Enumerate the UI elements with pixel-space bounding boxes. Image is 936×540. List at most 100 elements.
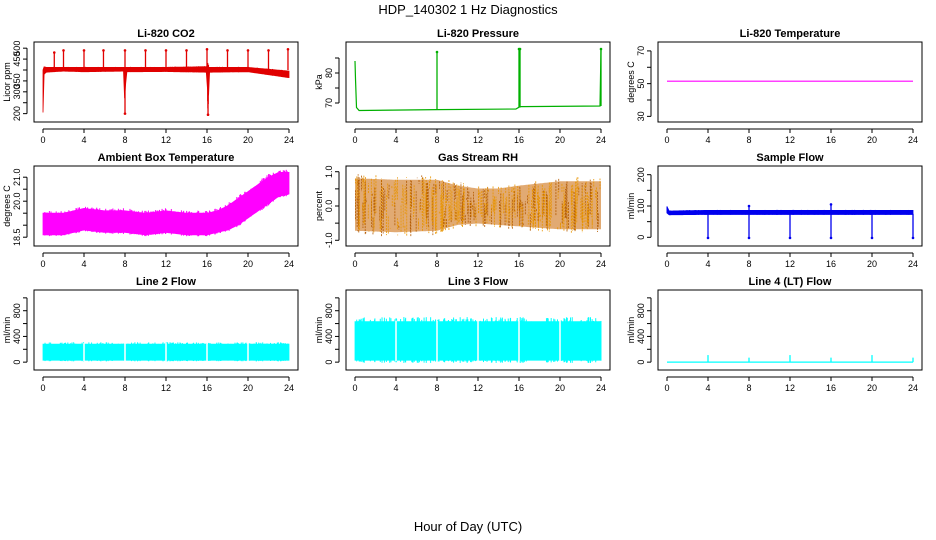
panel-title: Li-820 CO2 [137,28,194,40]
y-tick-label: 350 [12,73,22,88]
x-tick-label: 0 [352,383,357,393]
spike-point [206,113,210,117]
series-band [42,66,290,113]
data-layer [354,174,601,237]
data-layer [42,342,290,362]
x-tick-label: 4 [81,135,86,145]
x-tick-label: 0 [664,135,669,145]
y-axis-label: Licor ppm [2,62,12,102]
x-tick-label: 4 [705,259,710,269]
y-tick-label: 0 [12,360,22,365]
y-tick-label: 70 [636,46,646,56]
y-tick-label: 200 [12,106,22,121]
spike-point [62,49,65,52]
plot-frame [657,289,923,371]
y-tick-label: 30 [636,111,646,121]
panel-title: Line 4 (LT) Flow [749,276,832,288]
spike-point [102,49,105,52]
panel-title: Line 2 Flow [136,276,196,288]
y-tick-label: 200 [636,167,646,182]
spike-point [286,47,290,51]
spike-point [829,203,833,206]
plot-frame [33,165,299,247]
spike-point [706,236,710,240]
x-tick-label: 12 [785,135,795,145]
spike-point [911,236,915,240]
spike-point [747,236,751,240]
plot-frame [345,165,611,247]
y-tick-label: 0 [324,360,334,365]
x-tick-label: 12 [473,383,483,393]
series-line [354,48,602,112]
data-layer [354,317,602,363]
x-tick-label: 20 [243,135,253,145]
spike-point [185,49,188,52]
y-tick-label: 500 [12,41,22,56]
x-tick-label: 12 [473,135,483,145]
x-tick-label: 16 [514,135,524,145]
spike-point [82,49,86,52]
y-axis-label: ml/min [626,193,636,220]
spike-point [123,112,127,115]
y-tick-label: 400 [324,329,334,344]
panel-title: Ambient Box Temperature [98,152,235,164]
x-tick-label: 0 [352,135,357,145]
spike-point [829,236,833,240]
panel-li-820-temperature: Li-820 Temperature degrees C 0 4 8 12 16 20 24 30… [626,28,923,145]
spike-point [205,47,209,51]
data-layer [666,203,915,240]
spike-point [267,49,270,52]
panel-title: Line 3 Flow [448,276,508,288]
x-tick-label: 12 [473,259,483,269]
page-title: HDP_140302 1 Hz Diagnostics [378,2,558,17]
x-tick-label: 16 [826,383,836,393]
panel-title: Li-820 Temperature [740,28,841,40]
x-tick-label: 0 [664,259,669,269]
y-axis-label: degrees C [626,61,636,103]
plot-frame [345,41,611,123]
y-tick-label: 400 [636,329,646,344]
x-tick-label: 20 [555,259,565,269]
x-tick-label: 20 [867,383,877,393]
x-tick-label: 4 [393,259,398,269]
x-tick-label: 16 [202,383,212,393]
x-tick-label: 8 [746,135,751,145]
x-tick-label: 12 [785,259,795,269]
panel-ambient-box-temperature: Ambient Box Temperature degrees C 0 4 8 12 16 2… [2,152,299,269]
x-tick-label: 24 [908,383,918,393]
x-tick-label: 4 [705,383,710,393]
plot-frame [345,289,611,371]
x-tick-label: 8 [434,383,439,393]
spike-point [518,47,522,51]
spike-point [144,49,147,52]
plot-frame [657,165,923,247]
x-tick-label: 16 [826,135,836,145]
x-tick-label: 20 [867,135,877,145]
y-tick-label: 0.0 [324,200,334,213]
x-tick-label: 24 [596,135,606,145]
plot-frame [33,289,299,371]
data-layer [42,47,290,117]
panel-line-3-flow: Line 3 Flow ml/min 0 4 8 12 16 20 24 0 400 800 [314,276,611,393]
x-tick-label: 8 [746,259,751,269]
x-tick-label: 8 [122,259,127,269]
data-layer [354,47,603,112]
x-tick-label: 20 [243,383,253,393]
x-tick-label: 8 [746,383,751,393]
x-tick-label: 20 [555,383,565,393]
data-layer [42,169,290,237]
x-tick-label: 12 [161,135,171,145]
y-tick-label: -1.0 [324,233,334,249]
spike-point [870,236,874,240]
y-tick-label: 1.0 [324,165,334,178]
x-tick-label: 0 [664,383,669,393]
x-tick-label: 20 [867,259,877,269]
x-tick-label: 0 [40,383,45,393]
x-axis-caption: Hour of Day (UTC) [413,519,523,534]
plot-frame [33,41,299,123]
x-tick-label: 4 [81,259,86,269]
spike-point [246,49,250,52]
x-tick-label: 24 [596,383,606,393]
x-tick-label: 16 [202,135,212,145]
